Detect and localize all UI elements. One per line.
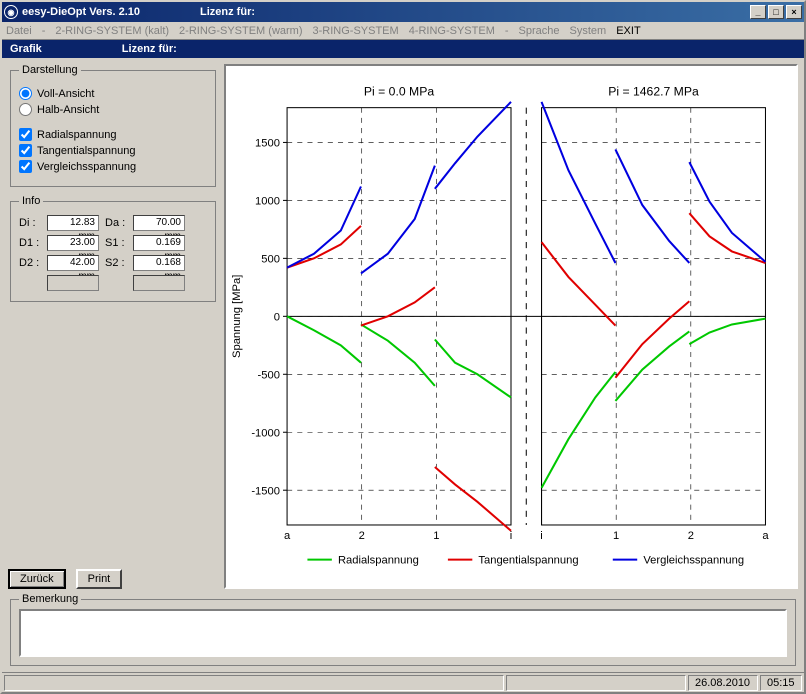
titlebar: ◉ eesy-DieOpt Vers. 2.10 Lizenz für: _ □… [2,2,804,22]
svg-text:-1500: -1500 [251,485,280,497]
darstellung-group: Darstellung Voll-Ansicht Halb-Ansicht Ra… [10,64,216,187]
tangential-check[interactable] [19,144,32,157]
info-group: Info Di : 12.83 mm Da : 70.00 mm D1 : 23.00… [10,195,216,302]
s1-value: 0.169 mm [133,235,185,251]
chart-panel: Pi = 0.0 MPa Pi = 1462.7 MPa Spannung [MPa… [224,64,798,589]
menu-datei[interactable]: Datei [6,25,32,37]
svg-text:1500: 1500 [255,138,280,150]
bemerkung-input[interactable] [19,609,787,657]
svg-text:0: 0 [274,311,280,323]
svg-text:1: 1 [433,530,439,542]
svg-text:-500: -500 [258,369,280,381]
svg-text:2: 2 [688,530,694,542]
svg-text:Spannung [MPa]: Spannung [MPa] [231,275,243,358]
menubar: Datei - 2-RING-SYSTEM (kalt) 2-RING-SYST… [2,22,804,40]
menu-sprache[interactable]: Sprache [519,25,560,37]
bemerkung-group: Bemerkung [10,593,796,666]
menu-3ring[interactable]: 3-RING-SYSTEM [313,25,399,37]
voll-label: Voll-Ansicht [37,88,94,100]
client-area: Darstellung Voll-Ansicht Halb-Ansicht Ra… [2,58,804,672]
radial-label: Radialspannung [37,129,117,141]
svg-text:1000: 1000 [255,195,280,207]
radial-check[interactable] [19,128,32,141]
menu-2ring-kalt[interactable]: 2-RING-SYSTEM (kalt) [55,25,169,37]
svg-text:Tangentialspannung: Tangentialspannung [478,555,578,567]
svg-text:1: 1 [613,530,619,542]
voll-radio[interactable] [19,87,32,100]
svg-text:i: i [540,530,543,542]
vergleich-label: Vergleichsspannung [37,161,136,173]
s2-value: 0.168 mm [133,255,185,271]
svg-text:2: 2 [359,530,365,542]
info-legend: Info [19,195,43,207]
app-icon: ◉ [4,5,18,19]
statusbar: 26.08.2010 05:15 [2,672,804,692]
svg-text:Pi = 0.0 MPa: Pi = 0.0 MPa [364,84,434,98]
status-date: 26.08.2010 [688,675,758,691]
svg-text:Radialspannung: Radialspannung [338,555,419,567]
svg-text:500: 500 [261,253,280,265]
tangential-label: Tangentialspannung [37,145,135,157]
svg-text:-1000: -1000 [251,427,280,439]
subheader: Grafik Lizenz für: [2,40,804,58]
darstellung-legend: Darstellung [19,64,81,76]
title-app: eesy-DieOpt Vers. 2.10 [22,6,140,18]
d1-value: 23.00 mm [47,235,99,251]
app-window: ◉ eesy-DieOpt Vers. 2.10 Lizenz für: _ □… [0,0,806,694]
menu-2ring-warm[interactable]: 2-RING-SYSTEM (warm) [179,25,302,37]
svg-text:a: a [284,530,291,542]
print-button[interactable]: Print [76,569,123,589]
minimize-button[interactable]: _ [750,5,766,19]
stress-chart: Pi = 0.0 MPa Pi = 1462.7 MPa Spannung [MPa… [226,66,796,587]
halb-label: Halb-Ansicht [37,104,99,116]
svg-text:a: a [762,530,769,542]
da-label: Da : [105,217,127,229]
empty-box-1 [47,275,99,291]
subheader-license: Lizenz für: [122,43,177,55]
maximize-button[interactable]: □ [768,5,784,19]
svg-text:Pi = 1462.7 MPa: Pi = 1462.7 MPa [608,84,699,98]
di-value: 12.83 mm [47,215,99,231]
d2-label: D2 : [19,257,41,269]
da-value: 70.00 mm [133,215,185,231]
s2-label: S2 : [105,257,127,269]
bemerkung-legend: Bemerkung [19,593,81,605]
subheader-grafik: Grafik [10,43,42,55]
menu-exit[interactable]: EXIT [616,25,640,37]
status-cell-2 [506,675,686,691]
status-time: 05:15 [760,675,802,691]
vergleich-check[interactable] [19,160,32,173]
title-license: Lizenz für: [200,6,255,18]
close-button[interactable]: × [786,5,802,19]
status-cell-1 [4,675,504,691]
d2-value: 42.00 mm [47,255,99,271]
halb-radio[interactable] [19,103,32,116]
empty-box-2 [133,275,185,291]
zurueck-button[interactable]: Zurück [8,569,66,589]
d1-label: D1 : [19,237,41,249]
svg-text:i: i [510,530,513,542]
menu-system[interactable]: System [570,25,607,37]
menu-4ring[interactable]: 4-RING-SYSTEM [409,25,495,37]
s1-label: S1 : [105,237,127,249]
svg-text:Vergleichsspannung: Vergleichsspannung [643,555,744,567]
di-label: Di : [19,217,41,229]
